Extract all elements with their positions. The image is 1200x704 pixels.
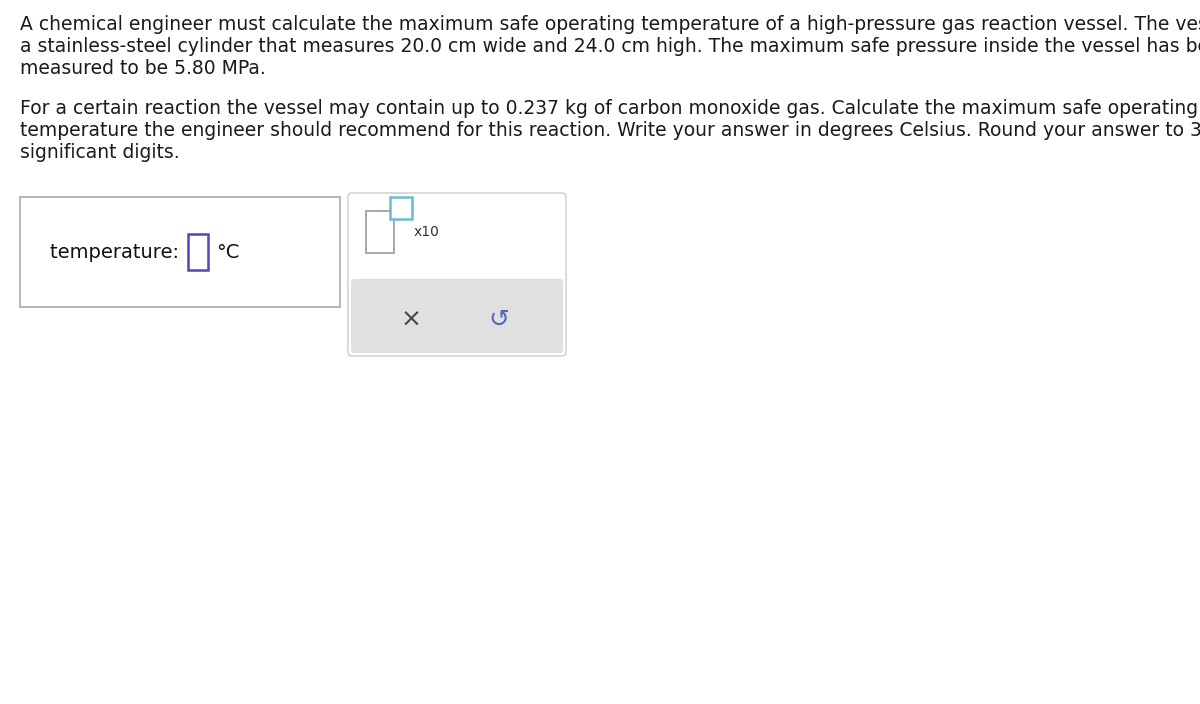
Bar xyxy=(366,211,394,253)
Text: °C: °C xyxy=(216,242,239,261)
Bar xyxy=(188,234,208,270)
Text: significant digits.: significant digits. xyxy=(20,143,180,162)
Text: ×: × xyxy=(401,308,421,332)
Text: A chemical engineer must calculate the maximum safe operating temperature of a h: A chemical engineer must calculate the m… xyxy=(20,15,1200,34)
Text: x10: x10 xyxy=(414,225,440,239)
Text: measured to be 5.80 MPa.: measured to be 5.80 MPa. xyxy=(20,59,265,78)
Text: ↺: ↺ xyxy=(488,308,510,332)
Text: temperature:: temperature: xyxy=(50,242,185,261)
Text: a stainless-steel cylinder that measures 20.0 cm wide and 24.0 cm high. The maxi: a stainless-steel cylinder that measures… xyxy=(20,37,1200,56)
Text: For a certain reaction the vessel may contain up to 0.237 kg of carbon monoxide : For a certain reaction the vessel may co… xyxy=(20,99,1198,118)
Bar xyxy=(20,197,340,307)
Bar xyxy=(390,197,412,219)
FancyBboxPatch shape xyxy=(348,193,566,356)
Text: temperature the engineer should recommend for this reaction. Write your answer i: temperature the engineer should recommen… xyxy=(20,121,1200,140)
FancyBboxPatch shape xyxy=(352,279,563,353)
